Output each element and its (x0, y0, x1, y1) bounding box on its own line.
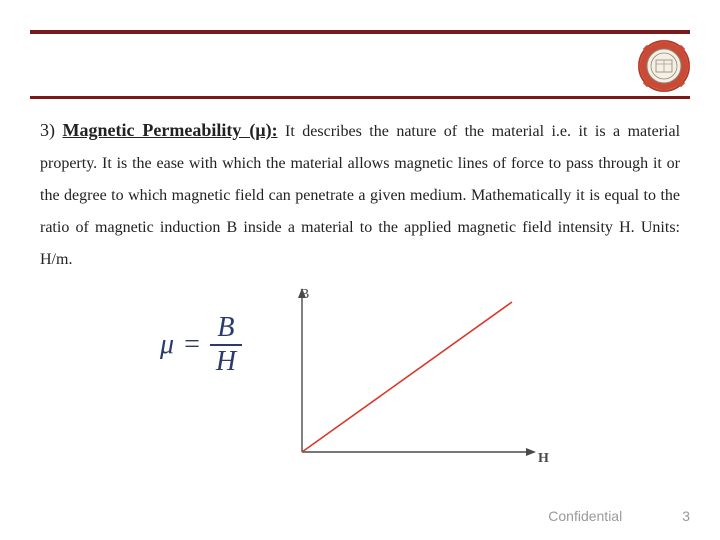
institution-logo (638, 40, 690, 92)
content-area: 3) Magnetic Permeability (μ): It describ… (40, 112, 680, 474)
permeability-formula: μ = B H (160, 314, 242, 376)
header-underline (30, 96, 690, 99)
section-number: 3) (40, 120, 55, 140)
top-rule (30, 30, 690, 34)
formula-and-chart-row: μ = B H B H (40, 284, 680, 474)
formula-denominator: H (210, 346, 242, 376)
footer-confidential: Confidential (548, 508, 622, 524)
section-paragraph: 3) Magnetic Permeability (μ): It describ… (40, 112, 680, 276)
footer-page-number: 3 (682, 508, 690, 524)
slide-footer: Confidential 3 (0, 508, 690, 524)
formula-numerator: B (211, 314, 240, 344)
chart-x-label: H (538, 451, 549, 466)
formula-lhs: μ (160, 331, 174, 359)
section-body: It describes the nature of the material … (40, 123, 680, 268)
formula-fraction: B H (210, 314, 242, 376)
b-vs-h-chart: B H (262, 284, 552, 474)
formula-equals: = (184, 331, 200, 359)
section-title: Magnetic Permeability (μ): (62, 120, 277, 140)
